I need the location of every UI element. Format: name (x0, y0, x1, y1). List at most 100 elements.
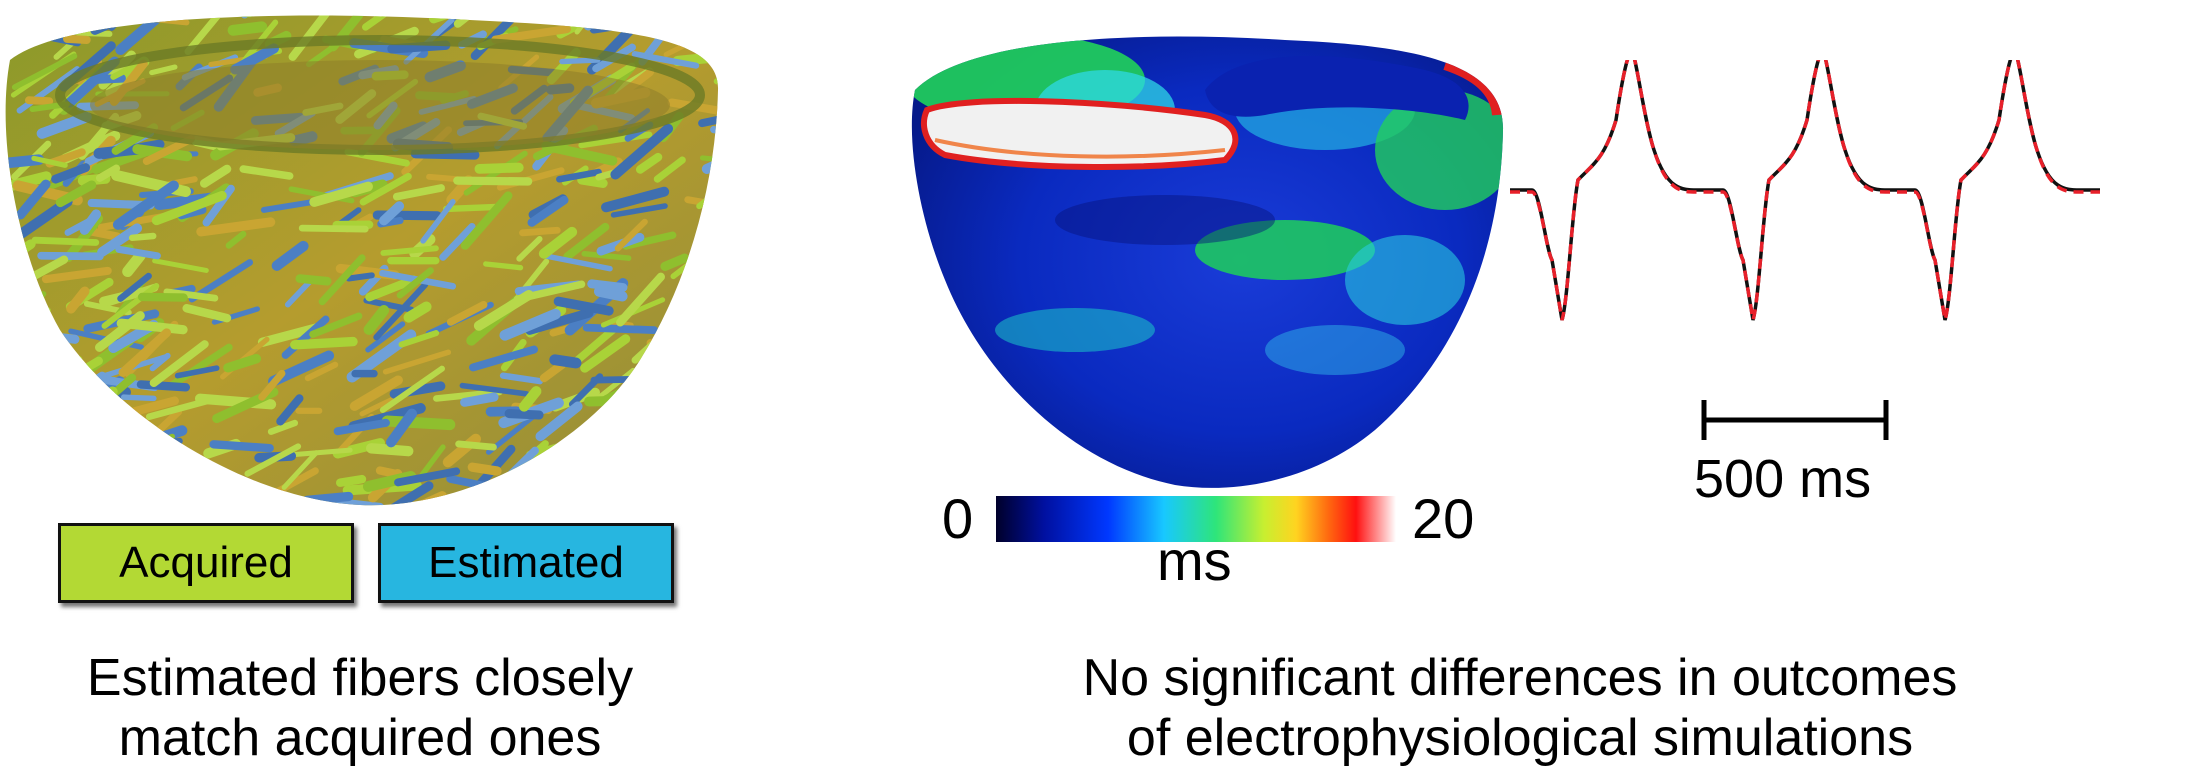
fiber-strand (365, 275, 418, 302)
fiber-strand (559, 57, 601, 65)
fiber-strand (428, 15, 498, 24)
fiber-strand (581, 250, 632, 261)
fiber-strand (677, 450, 719, 502)
colorbar (996, 496, 1396, 542)
fiber-strand (382, 349, 452, 375)
fiber-strand (5, 243, 20, 257)
estimated-legend-button: Estimated (378, 523, 674, 603)
fiber-strand (555, 451, 621, 484)
fiber-strand (23, 307, 51, 336)
right-caption-line2: of electrophysiological simulations (1126, 709, 1914, 767)
fiber-strand (14, 196, 73, 240)
fiber-heart-image (5, 0, 740, 506)
fiber-strand (70, 474, 144, 490)
fiber-strand (5, 300, 39, 316)
fiber-strand (527, 195, 569, 227)
fiber-strand (110, 430, 153, 454)
fiber-strand (24, 96, 54, 106)
fiber-strand (290, 447, 353, 458)
fiber-strand (646, 337, 703, 347)
fiber-strand (120, 394, 157, 402)
fiber-strand (76, 462, 132, 487)
fiber-strand (363, 305, 390, 335)
fiber-strand (373, 281, 429, 341)
fiber-strand (660, 253, 690, 271)
fiber-strand (474, 162, 524, 174)
fiber-strand (117, 8, 187, 9)
fiber-strand (582, 323, 659, 335)
fiber-strand (385, 408, 418, 448)
fiber-strand (499, 372, 544, 385)
fiber-strand (731, 388, 740, 396)
fiber-strand (152, 258, 209, 273)
fiber-strand (714, 389, 719, 448)
acquired-trace-line (1510, 60, 2100, 321)
fiber-strand (403, 301, 432, 323)
fiber-strand (196, 217, 276, 237)
fiber-strand (603, 440, 661, 478)
fiber-strand (132, 490, 172, 500)
fiber-strand (617, 410, 687, 440)
fiber-strand (163, 288, 219, 302)
fiber-strand (20, 345, 66, 387)
fiber-strand (333, 418, 390, 436)
fiber-strand (419, 444, 446, 478)
fiber-strand (484, 494, 524, 505)
fiber-strand (563, 222, 610, 261)
fiber-strand (707, 293, 719, 321)
fiber-strand (381, 415, 456, 431)
fiber-strand (396, 267, 434, 299)
fiber-strand (52, 356, 103, 390)
fiber-strand (637, 450, 692, 465)
fiber-strand (632, 401, 653, 423)
fiber-strand (541, 141, 618, 166)
fiber-strand (631, 51, 700, 69)
fiber-strand (149, 64, 178, 76)
fiber-strand (519, 226, 561, 237)
fiber-strand (88, 452, 153, 480)
fiber-strand (618, 472, 666, 499)
fiber-strand (222, 490, 254, 506)
fiber-strand (109, 15, 155, 21)
fiber-strand (136, 380, 191, 392)
fiber-strand (281, 315, 330, 359)
fiber-strand (101, 282, 160, 329)
fiber-strand (549, 354, 582, 369)
fiber-strand (6, 448, 34, 463)
fiber-strand (15, 355, 83, 377)
fiber-strand (55, 180, 97, 208)
fiber-strand (15, 179, 51, 220)
fiber-strand (616, 272, 665, 327)
fiber-strand (460, 191, 513, 250)
fiber-strand (182, 303, 232, 323)
right-caption-line1: No significant differences in outcomes (1082, 649, 1958, 707)
fiber-strand (443, 203, 504, 213)
fiber-strand (473, 289, 534, 331)
fiber-strand (667, 98, 719, 117)
fiber-strand (372, 481, 434, 506)
fiber-strand (606, 452, 659, 506)
fiber-strand (145, 396, 214, 421)
fiber-strand (227, 21, 268, 36)
fiber-strand (516, 235, 543, 262)
fiber-strand (681, 15, 719, 31)
fiber-strand (223, 353, 262, 373)
fiber-strand (705, 231, 719, 272)
fiber-strand (580, 334, 631, 373)
fiber-strand (174, 365, 220, 379)
fiber-strand (538, 226, 578, 259)
fiber-strand (610, 203, 668, 218)
fiber-strand (379, 201, 405, 226)
fiber-strand (38, 455, 66, 466)
fiber-strand (79, 209, 102, 235)
fiber-strand (642, 361, 678, 396)
fiber-strand (380, 245, 439, 256)
fiber-strand (716, 40, 719, 47)
fiber-strand (587, 279, 628, 292)
fiber-strand (133, 0, 168, 1)
fiber-strand (601, 186, 670, 213)
fiber-strand (652, 456, 719, 497)
fiber-strand (77, 0, 121, 8)
fiber-strand (345, 272, 375, 282)
fiber-strand (518, 386, 542, 412)
